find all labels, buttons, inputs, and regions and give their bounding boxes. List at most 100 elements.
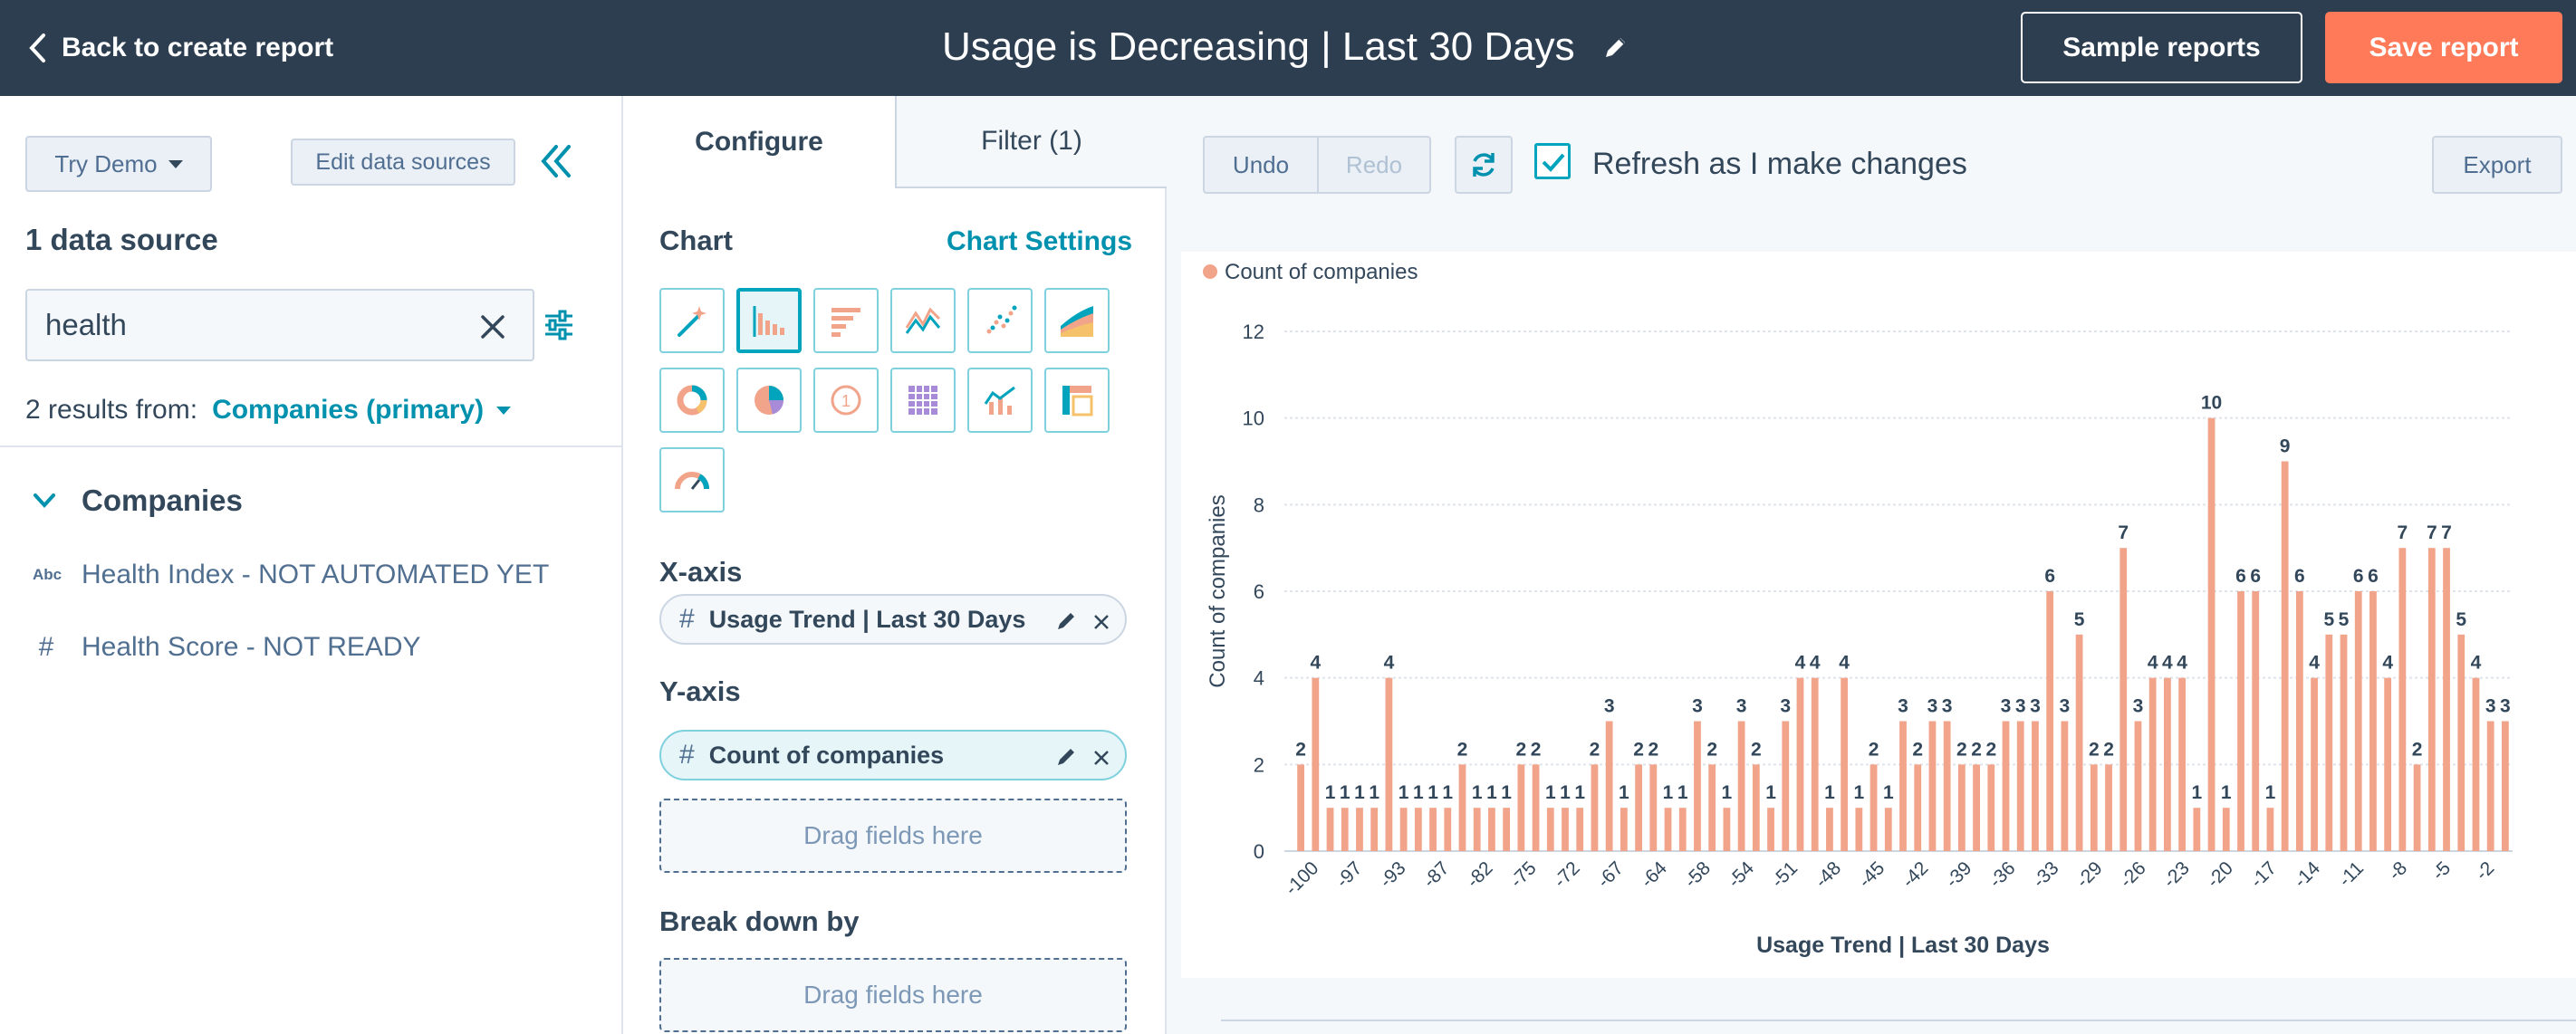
chart-type-pivot[interactable] xyxy=(1044,368,1110,433)
chart-type-table[interactable] xyxy=(890,368,956,433)
data-label: 1 xyxy=(2265,782,2276,803)
chart-type-area[interactable] xyxy=(1044,288,1110,353)
x-axis-field-pill[interactable]: # Usage Trend | Last 30 Days xyxy=(659,594,1127,645)
data-label: 7 xyxy=(2427,522,2437,543)
data-label: 3 xyxy=(1927,696,1938,717)
data-label: 7 xyxy=(2441,522,2452,543)
bar xyxy=(1312,677,1320,851)
x-tick-label: -17 xyxy=(2246,857,2281,892)
bar xyxy=(1914,764,1922,851)
clear-search-icon[interactable] xyxy=(480,314,505,340)
legend-swatch xyxy=(1203,264,1217,279)
bar xyxy=(2252,591,2260,851)
field-item[interactable]: # Health Score - NOT READY xyxy=(33,632,421,663)
data-label: 4 xyxy=(2162,653,2173,674)
data-label: 6 xyxy=(2044,566,2055,587)
bar xyxy=(2340,634,2348,851)
bar xyxy=(1664,808,1672,851)
bar xyxy=(2369,591,2377,851)
data-sources-panel: Try Demo Edit data sources 1 data source… xyxy=(0,96,623,1034)
chart-card: Count of companies 0 2 4 6 8 10 12 Count of comp… xyxy=(1181,252,2576,978)
data-label: 3 xyxy=(1692,696,1703,717)
data-label: 10 xyxy=(2201,393,2222,414)
chart-type-donut[interactable] xyxy=(659,368,725,433)
y-axis-label: Y-axis xyxy=(659,675,741,707)
undo-button[interactable]: Undo xyxy=(1203,136,1319,194)
data-label: 1 xyxy=(1354,782,1365,803)
remove-field-icon[interactable] xyxy=(1092,613,1110,631)
report-title[interactable]: Usage is Decreasing | Last 30 Days xyxy=(942,24,1575,69)
edit-field-pencil-icon[interactable] xyxy=(1054,608,1080,633)
x-tick-label: -82 xyxy=(1463,857,1497,892)
bar xyxy=(2413,764,2421,851)
chart-type-magic[interactable] xyxy=(659,288,725,353)
bar xyxy=(1884,808,1892,851)
remove-field-icon[interactable] xyxy=(1092,749,1110,767)
tab-filter[interactable]: Filter (1) xyxy=(895,96,1167,188)
export-button[interactable]: Export xyxy=(2432,136,2562,194)
field-item[interactable]: Abc Health Index - NOT AUTOMATED YET xyxy=(33,560,549,590)
number-type-icon: # xyxy=(679,740,695,770)
data-label: 6 xyxy=(2250,566,2261,587)
magic-wand-icon xyxy=(678,306,706,337)
chart-type-gauge[interactable] xyxy=(659,447,725,512)
y-axis-drop-zone[interactable]: Drag fields here xyxy=(659,799,1127,873)
bar xyxy=(2032,721,2039,851)
refresh-button[interactable] xyxy=(1455,136,1513,194)
bar xyxy=(2281,461,2289,851)
data-label: 1 xyxy=(1854,782,1865,803)
data-label: 4 xyxy=(1384,653,1395,674)
gauge-icon xyxy=(675,472,710,490)
x-tick-label: -100 xyxy=(1281,857,1322,899)
chart-type-combo[interactable] xyxy=(967,368,1033,433)
data-label: 3 xyxy=(2001,696,2012,717)
bar xyxy=(2075,634,2083,851)
filter-sliders-icon[interactable] xyxy=(543,310,574,340)
bar xyxy=(1694,721,1701,851)
collapse-panel-icon[interactable] xyxy=(538,141,574,181)
redo-button[interactable]: Redo xyxy=(1317,136,1431,194)
data-label: 2 xyxy=(1912,739,1923,760)
edit-title-pencil-icon[interactable] xyxy=(1602,34,1629,61)
x-tick-label: -54 xyxy=(1724,857,1758,892)
area-icon xyxy=(1061,306,1093,337)
bar xyxy=(1414,808,1422,851)
data-label: 6 xyxy=(2294,566,2305,587)
refresh-checkbox[interactable] xyxy=(1534,143,1571,179)
edit-field-pencil-icon[interactable] xyxy=(1054,743,1080,769)
results-source-dropdown[interactable]: Companies (primary) xyxy=(212,395,512,426)
bar xyxy=(2311,677,2318,851)
save-report-button[interactable]: Save report xyxy=(2325,12,2562,83)
chart-type-horizontal-bar[interactable] xyxy=(813,288,879,353)
data-label: 4 xyxy=(1810,653,1821,674)
breakdown-drop-zone[interactable]: Drag fields here xyxy=(659,958,1127,1032)
back-to-create-report-link[interactable]: Back to create report xyxy=(27,27,333,69)
bar xyxy=(1473,808,1481,851)
x-tick-label: -26 xyxy=(2116,857,2150,892)
x-tick-label: -93 xyxy=(1376,857,1410,892)
bar xyxy=(1708,764,1716,851)
chart-type-vertical-bar[interactable] xyxy=(736,288,802,353)
try-demo-dropdown[interactable]: Try Demo xyxy=(25,136,212,192)
tab-configure[interactable]: Configure xyxy=(623,96,895,188)
bar xyxy=(1341,808,1349,851)
y-axis-field-pill[interactable]: # Count of companies xyxy=(659,730,1127,780)
sample-reports-button[interactable]: Sample reports xyxy=(2021,12,2302,83)
chart-type-pie[interactable] xyxy=(736,368,802,433)
companies-group-toggle[interactable]: Companies xyxy=(33,483,243,518)
chart-type-scatter[interactable] xyxy=(967,288,1033,353)
data-label: 2 xyxy=(1971,739,1982,760)
data-label: 2 xyxy=(2103,739,2114,760)
field-search-input[interactable]: health xyxy=(25,289,534,361)
x-tick-label: -64 xyxy=(1637,857,1671,892)
bar xyxy=(1370,808,1379,851)
edit-data-sources-button[interactable]: Edit data sources xyxy=(291,139,515,186)
data-label: 4 xyxy=(2382,653,2393,674)
chart-type-summary[interactable]: 1 xyxy=(813,368,879,433)
bar xyxy=(1591,764,1599,851)
bar xyxy=(2486,721,2494,851)
bar xyxy=(2443,548,2450,851)
chart-settings-link[interactable]: Chart Settings xyxy=(947,226,1133,256)
chart-type-line[interactable] xyxy=(890,288,956,353)
bar xyxy=(2207,417,2216,851)
